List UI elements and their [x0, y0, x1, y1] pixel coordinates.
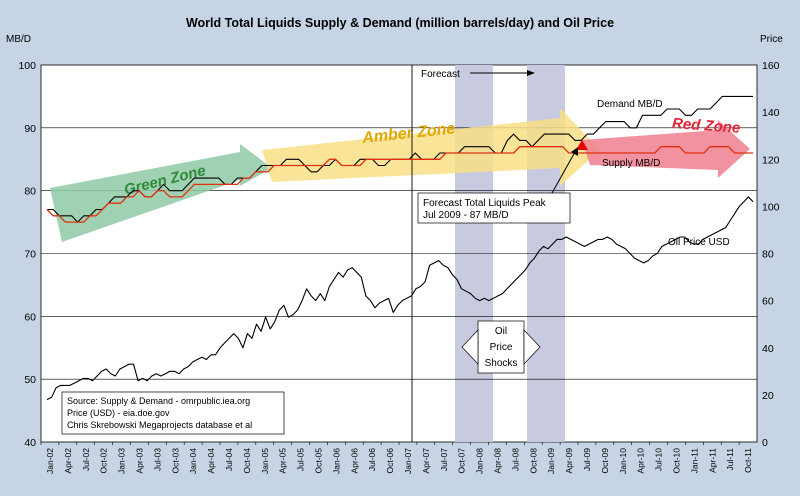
x-tick-label: Jul-02 [81, 448, 91, 471]
x-tick-label: Jul-08 [510, 448, 520, 471]
x-tick-label: Jan-11 [689, 448, 699, 474]
x-tick-label: Apr-07 [421, 448, 431, 474]
series-line-oil-price-usd [46, 196, 754, 401]
x-tick-label: Jul-04 [224, 448, 234, 471]
x-tick-label: Apr-11 [707, 448, 717, 473]
shocks-arrow-right [523, 329, 541, 365]
shocks-arrow-left [461, 329, 479, 365]
y-right-tick-label: 140 [762, 107, 780, 119]
peak-callout-line2: Jul 2009 - 87 MB/D [423, 210, 509, 221]
y-left-tick-label: 60 [24, 311, 36, 323]
peak-callout-arrowhead [571, 147, 578, 156]
x-tick-label: Oct-11 [743, 448, 753, 473]
y-left-tick-label: 100 [18, 60, 36, 72]
x-tick-label: Oct-09 [600, 448, 610, 474]
x-tick-label: Jan-02 [45, 448, 55, 474]
price-label: Oil Price USD [668, 237, 730, 248]
x-tick-label: Apr-06 [349, 448, 359, 474]
x-tick-label: Jan-08 [475, 448, 485, 474]
shocks-label-line1: Oil [495, 326, 507, 337]
source-box [61, 391, 285, 435]
y-right-tick-label: 120 [762, 154, 780, 166]
green-zone-arrow [50, 144, 272, 242]
y-right-tick-label: 80 [762, 249, 774, 261]
x-tick-label: Apr-09 [564, 448, 574, 474]
peak-marker [576, 140, 588, 150]
axes: 40 50 60 70 80 90 100 0 20 40 60 80 100 120 140 160 Jan-… [18, 60, 779, 474]
x-tick-label: Apr-08 [492, 448, 502, 474]
x-tick-label: Oct-03 [170, 448, 180, 474]
x-tick-label: Oct-08 [528, 448, 538, 474]
forecast-arrowhead [527, 70, 535, 76]
y-left-tick-label: 50 [24, 374, 36, 386]
x-tick-label: Oct-04 [242, 448, 252, 474]
x-tick-label: Apr-04 [206, 448, 216, 474]
peak-callout-line1: Forecast Total Liquids Peak [423, 198, 547, 209]
x-tick-label: Jul-11 [725, 448, 735, 471]
demand-label: Demand MB/D [597, 99, 663, 110]
series-layer [46, 95, 754, 401]
shocks-label-line3: Shocks [485, 358, 518, 369]
x-tick-label: Jan-10 [618, 448, 628, 474]
shocks-box [477, 320, 525, 374]
y-left-tick-label: 70 [24, 249, 36, 261]
shocks-label-line2: Price [490, 342, 513, 353]
x-tick-label: Jan-09 [546, 448, 556, 474]
y-right-tick-label: 0 [762, 437, 768, 449]
series-line-supply-mb-d [46, 146, 753, 223]
y-left-tick-label: 80 [24, 186, 36, 198]
source-line2: Price (USD) - eia.doe.gov [67, 408, 170, 418]
x-tick-label: Oct-02 [99, 448, 109, 474]
x-tick-label: Oct-05 [313, 448, 323, 474]
x-tick-label: Jan-06 [331, 448, 341, 474]
y-right-tick-label: 20 [762, 390, 774, 402]
x-tick-label: Apr-03 [134, 448, 144, 474]
x-tick-label: Oct-10 [671, 448, 681, 474]
right-axis-label: Price [760, 34, 783, 45]
supply-label: Supply MB/D [602, 158, 660, 169]
red-zone-arrow [582, 120, 750, 178]
x-tick-label: Jan-04 [188, 448, 198, 474]
peak-callout-box [417, 192, 571, 224]
peak-callout-pointer [551, 151, 576, 194]
x-tick-label: Oct-07 [457, 448, 467, 474]
x-tick-label: Apr-05 [278, 448, 288, 474]
left-axis-label: MB/D [6, 34, 31, 45]
chart-title: World Total Liquids Supply & Demand (mil… [186, 16, 614, 30]
red-zone-label: Red Zone [672, 115, 741, 137]
x-tick-label: Oct-06 [385, 448, 395, 474]
x-tick-label: Apr-02 [63, 448, 73, 474]
source-line3: Chris Skrebowski Megaprojects database e… [67, 420, 252, 430]
x-tick-label: Jul-07 [439, 448, 449, 471]
y-right-tick-label: 100 [762, 201, 780, 213]
source-line1: Source: Supply & Demand - omrpublic.iea.… [67, 396, 250, 406]
y-left-tick-label: 40 [24, 437, 36, 449]
x-tick-label: Jul-10 [654, 448, 664, 471]
forecast-label: Forecast [421, 69, 460, 80]
y-right-tick-label: 40 [762, 343, 774, 355]
amber-zone-arrow [262, 108, 600, 186]
x-tick-label: Jan-07 [403, 448, 413, 474]
x-tick-label: Jan-03 [117, 448, 127, 474]
x-tick-label: Jan-05 [260, 448, 270, 474]
x-tick-label: Jul-05 [296, 448, 306, 471]
y-right-tick-label: 160 [762, 60, 780, 72]
x-tick-label: Apr-10 [636, 448, 646, 474]
x-tick-label: Jul-06 [367, 448, 377, 471]
x-tick-label: Jul-09 [582, 448, 592, 471]
x-tick-label: Jul-03 [152, 448, 162, 471]
y-left-tick-label: 90 [24, 123, 36, 135]
y-right-tick-label: 60 [762, 296, 774, 308]
